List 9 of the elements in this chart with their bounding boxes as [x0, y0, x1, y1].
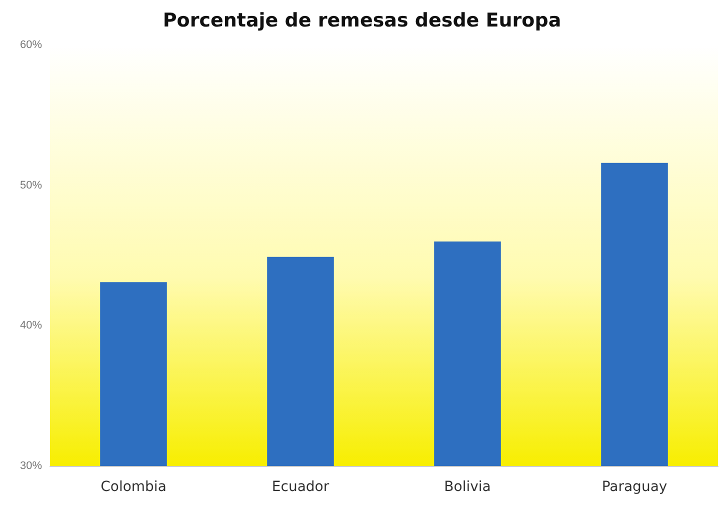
y-tick-label: 60% — [20, 39, 42, 51]
chart-title: Porcentaje de remesas desde Europa — [162, 10, 562, 32]
x-tick-label: Colombia — [100, 479, 166, 495]
x-tick-label: Paraguay — [602, 479, 668, 495]
y-tick-label: 30% — [20, 460, 42, 472]
x-tick-label: Ecuador — [272, 479, 330, 495]
y-tick-label: 40% — [20, 320, 42, 332]
x-tick-label: Bolivia — [444, 479, 491, 495]
y-tick-label: 50% — [20, 179, 42, 192]
